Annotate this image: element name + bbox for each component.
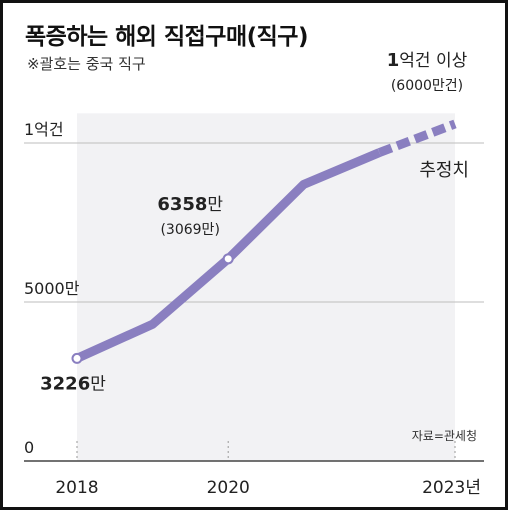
x-tick-label: 2020 bbox=[207, 478, 250, 498]
plot-area bbox=[77, 113, 455, 462]
line-chart: 0 5000만 1억건 2018 2020 2023년 3226만 6358만 (3069만) 1… bbox=[24, 50, 484, 498]
y-tick-label: 0 bbox=[24, 438, 34, 457]
data-sublabel: (6000만건) bbox=[391, 78, 463, 94]
series-line-estimate bbox=[377, 119, 457, 157]
data-label: 3226만 bbox=[40, 373, 106, 394]
data-label: 1억건 이상 bbox=[387, 50, 468, 71]
data-point bbox=[222, 253, 234, 265]
data-point bbox=[71, 352, 83, 364]
source-note: 자료=관세청 bbox=[411, 429, 477, 443]
y-tick-label: 5000만 bbox=[24, 279, 80, 298]
x-tick-label: 2018 bbox=[55, 478, 98, 498]
y-tick-label: 1억건 bbox=[24, 120, 64, 139]
x-tick-label: 2023년 bbox=[422, 478, 481, 498]
chart-title: 폭증하는 해외 직접구매(직구) bbox=[25, 24, 308, 50]
chart-subtitle: ※괄호는 중국 직구 bbox=[27, 55, 146, 73]
estimate-label: 추정치 bbox=[419, 160, 469, 181]
data-sublabel: (3069만) bbox=[160, 222, 219, 238]
data-label: 6358만 bbox=[157, 194, 223, 215]
